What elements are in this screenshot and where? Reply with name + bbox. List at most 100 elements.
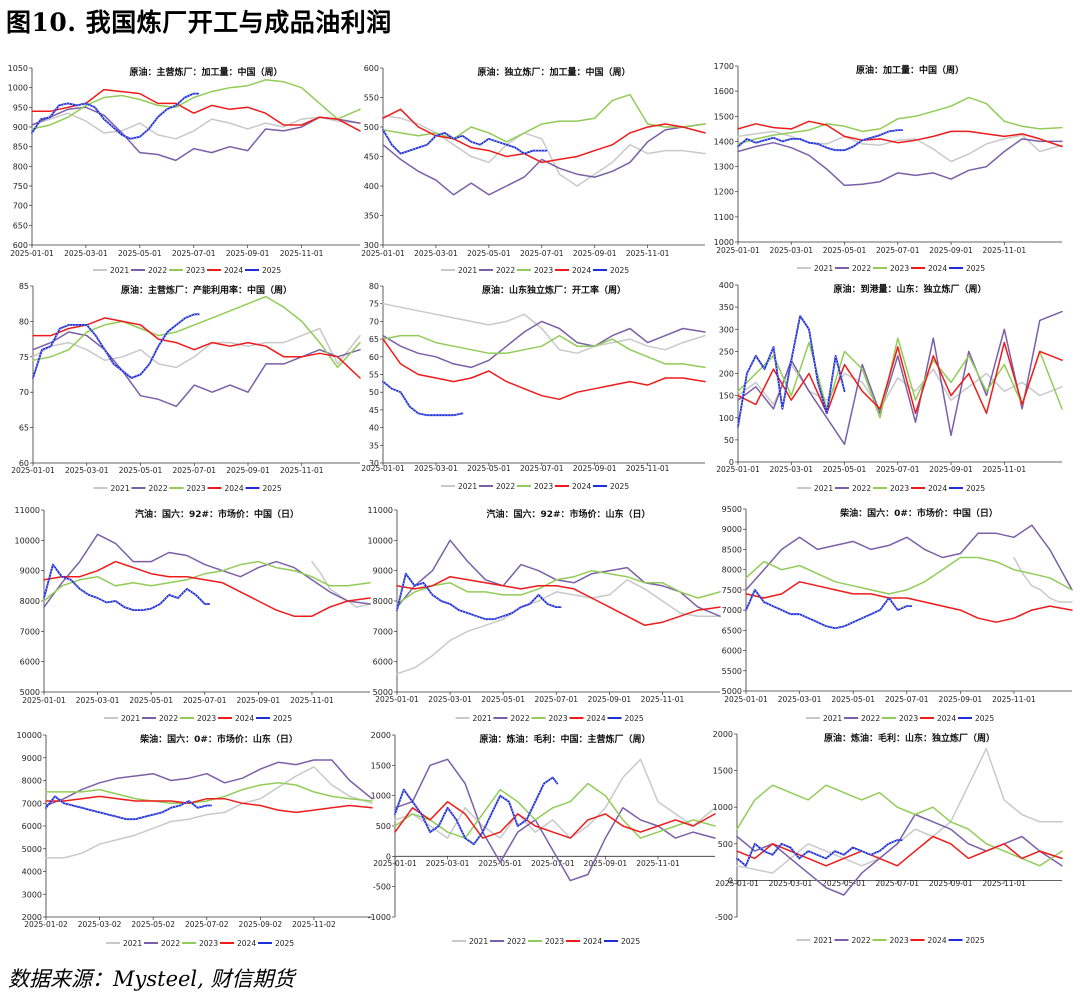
y-tick-label: 9000: [373, 567, 393, 576]
series-line-2023: [737, 337, 1063, 419]
x-tick-label: 2025-01-01: [361, 464, 405, 473]
legend-label-2021: 2021: [469, 937, 488, 946]
series-line-2024: [737, 120, 1063, 148]
y-tick-label: 300: [719, 325, 734, 334]
series-line-2024: [45, 795, 373, 814]
x-tick-label: 2025-05-01: [481, 695, 525, 704]
chart-panel-2: 300 350 400 450 500 550 600 2025-01-01 2025-03-0…: [361, 64, 706, 275]
y-tick-label: 0: [729, 458, 734, 467]
series-line-2023: [745, 556, 1073, 595]
series-line-2022: [32, 331, 361, 408]
series-marker-2025: [31, 93, 199, 140]
series-line-2022: [737, 138, 1063, 187]
series-line-2021: [396, 579, 721, 675]
legend-label-2022: 2022: [511, 714, 530, 723]
y-tick-label: 800: [13, 162, 28, 171]
series-line-2024: [394, 800, 716, 839]
x-tick-label: 2025-05-02: [131, 920, 175, 929]
chart-title: 原油：加工量：中国（周）: [856, 64, 964, 76]
x-tick-label: 2025-07-01: [876, 465, 920, 474]
x-tick-label: 2025-03-01: [65, 466, 109, 475]
series-line-2025: [396, 572, 562, 621]
x-tick-label: 2025-01-01: [715, 879, 759, 888]
y-tick-label: 950: [13, 103, 28, 112]
legend-label-2025: 2025: [275, 939, 294, 948]
x-tick-label: 2025-07-01: [172, 249, 216, 258]
page-title: 图10. 我国炼厂开工与成品油利润: [6, 8, 392, 37]
y-tick-label: 8000: [20, 597, 40, 606]
y-tick-label: 1000: [8, 84, 28, 93]
series-line-2022: [45, 759, 373, 807]
y-tick-label: 8000: [722, 566, 742, 575]
y-tick-label: 150: [719, 392, 734, 401]
x-tick-label: 2025-01-02: [24, 920, 68, 929]
y-tick-label: 7000: [373, 627, 393, 636]
y-tick-label: 7000: [722, 606, 742, 615]
legend-label-2025: 2025: [610, 266, 629, 275]
y-tick-label: 1100: [714, 213, 734, 222]
legend-label-2023: 2023: [187, 484, 206, 493]
y-tick-label: 1700: [714, 62, 734, 71]
y-tick-label: 650: [13, 221, 28, 230]
y-tick-label: 75: [369, 300, 379, 309]
x-tick-label: 2025-09-01: [929, 879, 973, 888]
x-tick-label: 2025-07-02: [185, 920, 229, 929]
x-tick-label: 2025-11-01: [641, 695, 685, 704]
legend-label-2025: 2025: [621, 937, 640, 946]
x-tick-label: 2025-05-01: [467, 249, 511, 258]
x-tick-label: 2025-09-01: [929, 246, 973, 255]
source-note: 数据来源：Mysteel, 财信期货: [8, 967, 295, 991]
y-tick-label: 3000: [22, 890, 42, 899]
y-tick-label: 4000: [22, 868, 42, 877]
x-tick-label: 2025-01-01: [361, 249, 405, 258]
legend-label-2021: 2021: [458, 266, 477, 275]
legend-label-2023: 2023: [534, 482, 553, 491]
series-line-2023: [394, 782, 716, 839]
chart-title: 原油：主营炼厂：产能利用率：中国（周）: [121, 284, 292, 296]
y-tick-label: 8000: [22, 777, 42, 786]
legend-label-2024: 2024: [235, 714, 254, 723]
y-tick-label: 30: [369, 459, 379, 468]
y-tick-label: 350: [719, 303, 734, 312]
x-tick-label: 2025-03-01: [769, 879, 813, 888]
legend-label-2022: 2022: [496, 266, 515, 275]
legend-label-2024: 2024: [583, 937, 602, 946]
y-tick-label: 1000: [714, 238, 734, 247]
y-tick-label: 10000: [368, 536, 393, 545]
y-tick-label: -500: [715, 913, 733, 922]
y-tick-label: 1200: [714, 188, 734, 197]
y-tick-label: 6500: [722, 626, 742, 635]
legend-label-2022: 2022: [507, 937, 526, 946]
series-line-2023: [45, 782, 373, 805]
series-marker-2025: [736, 839, 902, 867]
legend-label-2024: 2024: [225, 484, 244, 493]
legend-label-2023: 2023: [534, 266, 553, 275]
series-line-2025: [382, 129, 548, 155]
series-line-2023: [43, 560, 371, 602]
chart-panel-11: -1000 -500 0 500 1000 1500 2000 2025-01-01 2025-…: [368, 731, 716, 946]
series-line-2021: [31, 112, 361, 140]
y-tick-label: 1600: [714, 87, 734, 96]
x-tick-label: 2025-07-01: [183, 696, 227, 705]
y-tick-label: 250: [719, 347, 734, 356]
legend-label-2022: 2022: [161, 939, 180, 948]
y-tick-label: 1500: [713, 767, 733, 776]
chart-panel-8: 5000 6000 7000 8000 9000 10000 11000 2025-01-01…: [368, 506, 721, 723]
x-tick-label: 2025-05-01: [467, 464, 511, 473]
legend-label-2024: 2024: [224, 266, 243, 275]
y-tick-label: 0: [728, 876, 733, 885]
legend-label-2025: 2025: [273, 714, 292, 723]
legend-label-2025: 2025: [262, 266, 281, 275]
x-tick-label: 2025-03-01: [769, 465, 813, 474]
series-line-2022: [737, 310, 1063, 446]
y-tick-label: 50: [724, 436, 734, 445]
x-tick-label: 2025-09-01: [226, 466, 270, 475]
legend-label-2024: 2024: [937, 714, 956, 723]
y-tick-label: 5000: [22, 845, 42, 854]
x-tick-label: 2025-03-01: [414, 464, 458, 473]
chart-panel-1: 600 650 700 750 800 850 900 950 1000 1050 2025-01-…: [8, 64, 361, 275]
y-tick-label: 55: [369, 371, 379, 380]
y-tick-label: 0: [386, 852, 391, 861]
y-tick-label: 400: [719, 281, 734, 290]
y-tick-label: 7000: [20, 627, 40, 636]
